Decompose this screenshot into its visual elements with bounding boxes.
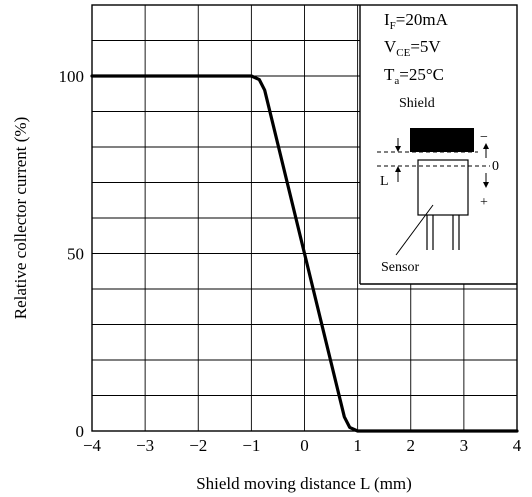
sensor-label: Sensor bbox=[381, 260, 419, 275]
condition-ta: Ta=25°C bbox=[384, 65, 444, 87]
plot-frame bbox=[91, 4, 518, 432]
plus-label: + bbox=[480, 195, 488, 210]
shield-block bbox=[410, 128, 474, 152]
x-tick-label: −3 bbox=[136, 436, 154, 455]
condition-if: IF=20mA bbox=[384, 10, 449, 32]
shield-label: Shield bbox=[399, 96, 435, 111]
shield-sensor-diagram: Shield Sensor L − 0 + bbox=[377, 96, 499, 275]
y-tick-label: 50 bbox=[67, 245, 84, 264]
y-axis-label: Relative collector current (%) bbox=[11, 117, 30, 319]
sensor-leader-line bbox=[395, 204, 434, 256]
condition-vce: VCE=5V bbox=[384, 37, 441, 59]
l-arrowhead-top bbox=[395, 146, 401, 152]
x-tick-label: 2 bbox=[407, 436, 416, 455]
minus-label: − bbox=[480, 130, 488, 145]
tick-labels: −4 −3 −2 −1 0 1 2 3 4 0 50 100 bbox=[59, 67, 522, 455]
x-tick-label: 3 bbox=[460, 436, 469, 455]
sensor-body bbox=[417, 159, 469, 216]
direction-arrowhead-down bbox=[483, 182, 489, 188]
zero-label: 0 bbox=[492, 159, 499, 174]
l-arrowhead-bottom bbox=[395, 166, 401, 172]
direction-arrowhead-up bbox=[483, 143, 489, 149]
x-tick-label: 4 bbox=[513, 436, 522, 455]
l-label: L bbox=[380, 174, 389, 189]
x-tick-label: −1 bbox=[242, 436, 260, 455]
x-tick-label: −2 bbox=[189, 436, 207, 455]
x-tick-label: 1 bbox=[353, 436, 362, 455]
series-line bbox=[90, 74, 519, 433]
curve-layer bbox=[90, 74, 519, 433]
x-axis-label: Shield moving distance L (mm) bbox=[196, 474, 412, 493]
y-tick-label: 0 bbox=[76, 422, 85, 441]
x-tick-label: 0 bbox=[300, 436, 309, 455]
x-tick-label: −4 bbox=[83, 436, 102, 455]
y-tick-label: 100 bbox=[59, 67, 85, 86]
